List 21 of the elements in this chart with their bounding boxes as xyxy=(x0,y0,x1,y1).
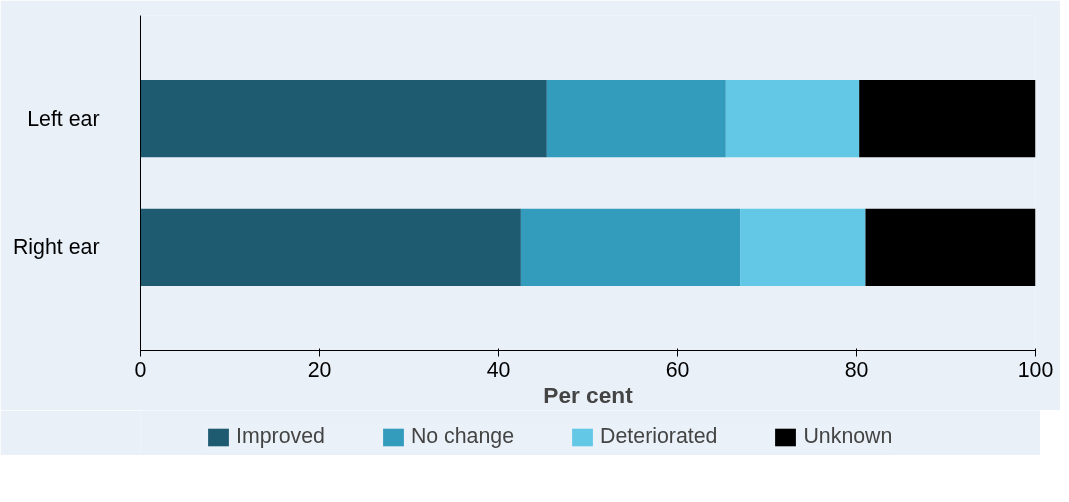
x-tick-label: 0 xyxy=(134,357,147,382)
x-axis-title: Per cent xyxy=(543,381,634,408)
x-tick-label: 40 xyxy=(486,357,511,382)
y-tick-label: Right ear xyxy=(12,235,100,260)
y-tick-label: Left ear xyxy=(27,106,100,131)
legend-label: No change xyxy=(410,424,515,449)
legend-label: Improved xyxy=(236,424,325,449)
bar xyxy=(520,208,741,287)
legend-label: Unknown xyxy=(803,424,893,449)
bar xyxy=(859,79,1036,158)
bar xyxy=(140,79,547,158)
bar xyxy=(725,79,860,158)
x-tick-label: 20 xyxy=(307,357,332,382)
x-tick-label: 100 xyxy=(1017,357,1054,382)
bar xyxy=(865,208,1036,287)
x-tick-label: 80 xyxy=(844,357,869,382)
bar xyxy=(740,208,866,287)
x-tick-label: 60 xyxy=(665,357,690,382)
legend-label: Deteriorated xyxy=(600,424,718,449)
bar xyxy=(546,79,726,158)
bar xyxy=(140,208,521,287)
